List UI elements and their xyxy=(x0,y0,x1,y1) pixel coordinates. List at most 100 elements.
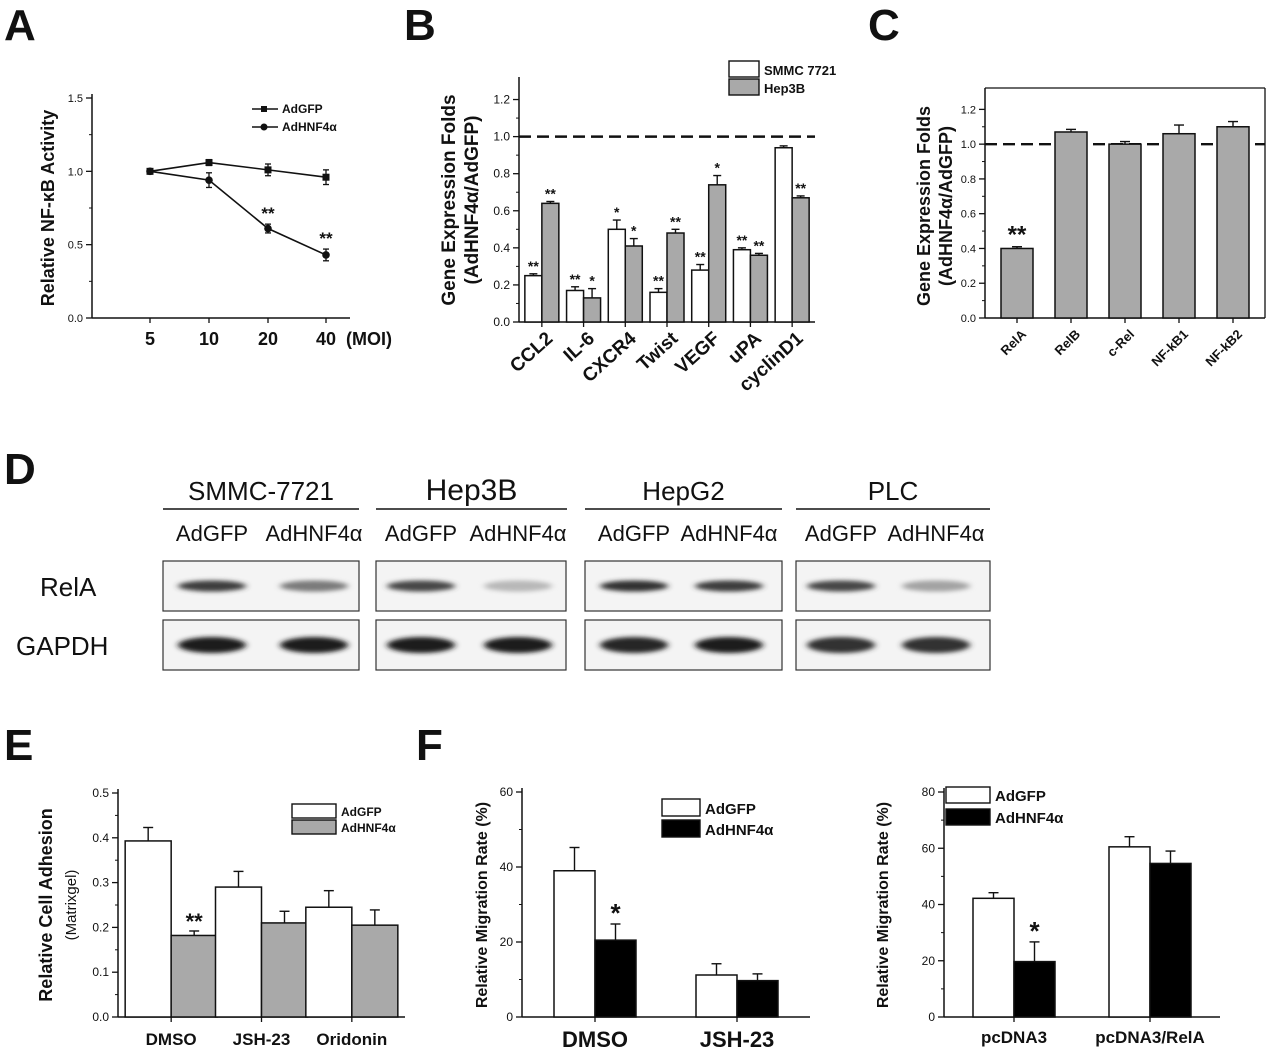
f1-y-tick-label: 40 xyxy=(500,860,514,874)
e-legend-adgfp-label: AdGFP xyxy=(341,805,382,819)
blot-condition-label: AdHNF4α xyxy=(265,521,362,546)
f1-bar xyxy=(695,974,738,1018)
chart-f-migration-inhibitors: 0 20 40 60 * DMSO JSH-23 AdGFP AdHNF4α Relative M… xyxy=(474,785,810,1052)
c-x-tick-label: NF-kB2 xyxy=(1202,327,1245,370)
a-legend-label: AdGFP xyxy=(282,102,323,116)
c-bar xyxy=(1216,126,1250,319)
a-series-line xyxy=(149,161,327,178)
c-bar xyxy=(1162,132,1196,319)
f2-legend-adhnf4a-label: AdHNF4α xyxy=(995,810,1064,827)
a-y-axis-label: Relative NF-κB Activity xyxy=(38,110,58,306)
f2-y-tick-label: 20 xyxy=(922,954,936,968)
c-significance: ** xyxy=(1008,222,1027,249)
b-significance: ** xyxy=(695,249,706,265)
e-y-tick-label: 0.0 xyxy=(92,1010,109,1024)
c-y-tick-label: 0.6 xyxy=(961,209,976,221)
b-y-tick-label: 0.0 xyxy=(493,315,510,329)
blot-band-rela xyxy=(484,580,552,592)
blot-condition-label: AdGFP xyxy=(176,521,248,546)
b-bar xyxy=(649,291,668,323)
chart-f-migration-rela: 0 20 40 60 80 * pcDNA3 pcDNA3/RelA AdGFP AdHNF4α R… xyxy=(875,785,1220,1047)
b-bar xyxy=(607,228,627,323)
b-x-tick-label: CCL2 xyxy=(506,328,557,377)
f1-legend-adhnf4a-label: AdHNF4α xyxy=(705,822,774,839)
b-bar xyxy=(749,254,769,323)
panel-label-c: C xyxy=(868,1,900,50)
a-y-tick-label: 0.5 xyxy=(68,240,83,252)
c-y-tick-label: 0.0 xyxy=(961,313,976,325)
blot-cell-line-label: PLC xyxy=(868,476,919,506)
e-y-tick-label: 0.2 xyxy=(92,920,109,934)
e-y-axis-label: Relative Cell Adhesion xyxy=(36,808,56,1001)
b-bar xyxy=(774,146,793,323)
blot-band-rela xyxy=(600,580,668,592)
f1-y-tick-label: 60 xyxy=(500,785,514,799)
b-significance: * xyxy=(589,273,595,289)
f1-x-tick-label: DMSO xyxy=(562,1027,628,1052)
f2-y-tick-label: 80 xyxy=(922,785,936,799)
b-significance: ** xyxy=(736,232,747,248)
a-marker xyxy=(146,167,154,176)
a-legend-marker xyxy=(261,106,267,112)
c-y-axis-label: Gene Expression Folds xyxy=(914,106,934,306)
b-y-tick-label: 1.0 xyxy=(493,130,510,144)
a-marker xyxy=(322,173,330,181)
chart-c-nfkb-subunits: 0.0 0.2 0.4 0.6 0.8 1.0 1.2 ** RelA RelB c-Rel NF-k… xyxy=(914,87,1266,370)
c-x-tick-label: NF-kB1 xyxy=(1148,327,1191,370)
blot-cell-line-label: Hep3B xyxy=(426,474,518,507)
f1-y-axis-label: Relative Migration Rate (%) xyxy=(474,802,491,1008)
blot-row-label-rela: RelA xyxy=(40,572,97,602)
chart-a-nfkb-activity: 0.0 0.5 1.0 1.5 5 10 20 40 (MOI) ** ** AdGFP AdHNF4α… xyxy=(38,93,392,349)
b-y-tick-label: 0.6 xyxy=(493,204,510,218)
f2-y-tick-label: 60 xyxy=(922,841,936,855)
f2-bar xyxy=(972,897,1015,1018)
panel-label-d: D xyxy=(4,445,36,494)
b-bar xyxy=(791,197,810,323)
b-legend-smmc-swatch xyxy=(728,60,760,78)
panel-label-b: B xyxy=(404,1,436,50)
a-x-tick-label: 5 xyxy=(145,329,155,349)
b-legend-hep3b-swatch xyxy=(728,78,760,96)
e-bar xyxy=(260,922,309,1018)
b-significance: ** xyxy=(528,258,539,274)
a-y-tick-label: 1.0 xyxy=(68,166,83,178)
b-bar xyxy=(732,248,752,323)
f2-y-axis-label: Relative Migration Rate (%) xyxy=(875,802,892,1008)
b-significance: ** xyxy=(795,180,806,196)
b-bar xyxy=(524,274,543,323)
e-x-tick-label: DMSO xyxy=(146,1030,197,1049)
b-y-axis-label: Gene Expression Folds xyxy=(439,94,460,305)
blot-condition-label: AdHNF4α xyxy=(887,521,984,546)
f2-y-tick-label: 0 xyxy=(928,1010,935,1024)
f1-legend-adgfp-label: AdGFP xyxy=(705,801,756,818)
f1-significance: * xyxy=(610,898,621,928)
blot-band-gapdh xyxy=(178,637,246,653)
blot-condition-label: AdHNF4α xyxy=(680,521,777,546)
b-bar xyxy=(666,232,685,323)
blot-band-rela xyxy=(807,580,875,592)
e-x-tick-label: Oridonin xyxy=(316,1030,387,1049)
blot-condition-label: AdGFP xyxy=(598,521,670,546)
b-y-tick-label: 0.4 xyxy=(493,241,510,255)
b-significance: ** xyxy=(653,273,664,289)
b-bar xyxy=(565,289,585,323)
b-bar xyxy=(707,184,727,323)
e-legend-adhnf4a-swatch xyxy=(291,819,337,835)
c-bar xyxy=(1108,143,1142,319)
b-bar xyxy=(582,297,602,323)
blot-row-label-gapdh: GAPDH xyxy=(16,631,108,661)
f1-x-tick-label: JSH-23 xyxy=(700,1027,775,1052)
e-bar xyxy=(170,934,218,1018)
c-y-axis-label-sub: (AdHNF4α/AdGFP) xyxy=(936,126,956,286)
e-significance: ** xyxy=(186,909,204,934)
b-significance: * xyxy=(631,223,637,239)
e-legend-adgfp-swatch xyxy=(291,803,337,819)
a-y-tick-label: 0.0 xyxy=(68,313,83,325)
c-y-tick-label: 1.2 xyxy=(961,104,976,116)
chart-b-gene-expression: 0.00.20.40.60.81.01.2****CCL2** *IL-6**CX… xyxy=(439,60,836,396)
blot-band-gapdh xyxy=(280,637,348,653)
f2-bar xyxy=(1108,846,1151,1018)
blot-band-rela xyxy=(387,580,455,592)
f1-bar xyxy=(736,979,779,1018)
